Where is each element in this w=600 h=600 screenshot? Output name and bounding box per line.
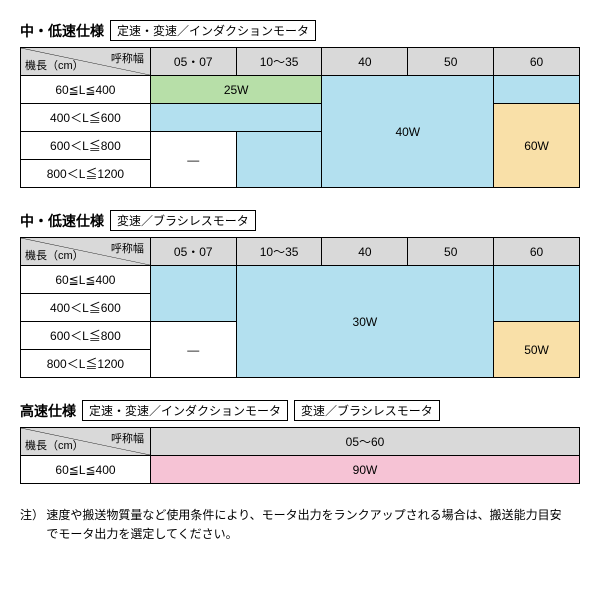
spec-section: 中・低速仕様変速／ブラシレスモータ 呼称幅 機長（cm） 05・0710～354… [20, 210, 580, 378]
col-header: 05～60 [151, 428, 580, 456]
section-title-row: 高速仕様定速・変速／インダクションモータ変速／ブラシレスモータ [20, 400, 580, 421]
diagonal-header: 呼称幅 機長（cm） [21, 428, 151, 456]
section-title: 中・低速仕様 [20, 21, 104, 41]
section-subtitle: 定速・変速／インダクションモータ [82, 400, 288, 421]
diagonal-header: 呼称幅 機長（cm） [21, 238, 151, 266]
section-title: 高速仕様 [20, 401, 76, 421]
col-header: 50 [408, 238, 494, 266]
section-subtitle: 変速／ブラシレスモータ [110, 210, 256, 231]
wattage-cell: 40W [322, 76, 494, 188]
wattage-cell [494, 266, 580, 322]
wattage-cell: 60W [494, 104, 580, 188]
spec-table: 呼称幅 機長（cm） 05～6060≦L≦40090W [20, 427, 580, 484]
wattage-cell: — [150, 322, 236, 378]
wattage-cell [494, 76, 580, 104]
wattage-cell: 50W [494, 322, 580, 378]
row-header: 600＜L≦800 [21, 132, 151, 160]
row-header: 60≦L≦400 [21, 76, 151, 104]
length-label: 機長（cm） [25, 437, 84, 453]
spec-section: 高速仕様定速・変速／インダクションモータ変速／ブラシレスモータ 呼称幅 機長（c… [20, 400, 580, 484]
nominal-width-label: 呼称幅 [111, 50, 144, 66]
section-title-row: 中・低速仕様変速／ブラシレスモータ [20, 210, 580, 231]
col-header: 40 [322, 238, 408, 266]
wattage-cell [150, 104, 322, 132]
spec-table: 呼称幅 機長（cm） 05・0710～35405060 60≦L≦40025W40… [20, 47, 580, 188]
section-title: 中・低速仕様 [20, 211, 104, 231]
wattage-cell: — [150, 132, 236, 188]
section-subtitle: 変速／ブラシレスモータ [294, 400, 440, 421]
length-label: 機長（cm） [25, 57, 84, 73]
col-header: 60 [494, 238, 580, 266]
col-header: 10～35 [236, 48, 322, 76]
row-header: 800＜L≦1200 [21, 160, 151, 188]
spec-table: 呼称幅 機長（cm） 05・0710～35405060 60≦L≦400 30W 40… [20, 237, 580, 378]
wattage-cell: 30W [236, 266, 493, 378]
col-header: 05・07 [150, 238, 236, 266]
row-header: 60≦L≦400 [21, 456, 151, 484]
section-subtitle: 定速・変速／インダクションモータ [110, 20, 316, 41]
footnote-text: 速度や搬送物質量など使用条件により、モータ出力をランクアップされる場合は、搬送能… [46, 506, 566, 544]
diagonal-header: 呼称幅 機長（cm） [21, 48, 151, 76]
section-title-row: 中・低速仕様定速・変速／インダクションモータ [20, 20, 580, 41]
footnote: 注）速度や搬送物質量など使用条件により、モータ出力をランクアップされる場合は、搬… [20, 506, 580, 544]
col-header: 10～35 [236, 238, 322, 266]
row-header: 400＜L≦600 [21, 294, 151, 322]
footnote-label: 注） [20, 506, 46, 525]
col-header: 50 [408, 48, 494, 76]
nominal-width-label: 呼称幅 [111, 430, 144, 446]
wattage-cell [150, 266, 236, 322]
row-header: 60≦L≦400 [21, 266, 151, 294]
spec-section: 中・低速仕様定速・変速／インダクションモータ 呼称幅 機長（cm） 05・071… [20, 20, 580, 188]
col-header: 05・07 [150, 48, 236, 76]
col-header: 60 [494, 48, 580, 76]
length-label: 機長（cm） [25, 247, 84, 263]
col-header: 40 [322, 48, 408, 76]
nominal-width-label: 呼称幅 [111, 240, 144, 256]
wattage-cell [236, 132, 322, 188]
wattage-cell: 90W [151, 456, 580, 484]
row-header: 400＜L≦600 [21, 104, 151, 132]
row-header: 600＜L≦800 [21, 322, 151, 350]
row-header: 800＜L≦1200 [21, 350, 151, 378]
wattage-cell: 25W [150, 76, 322, 104]
